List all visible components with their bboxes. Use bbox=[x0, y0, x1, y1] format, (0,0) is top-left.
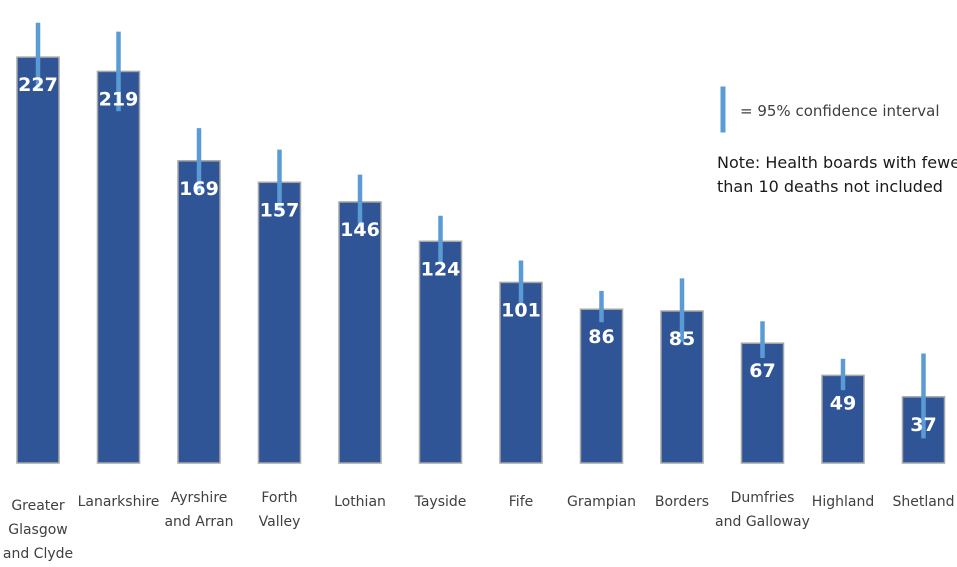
category-label: Highland bbox=[812, 494, 874, 510]
bar bbox=[418, 240, 463, 464]
category-label: Glasgow bbox=[8, 522, 68, 538]
category-label: Dumfries bbox=[731, 490, 795, 506]
bar bbox=[96, 70, 141, 464]
category-label: and Clyde bbox=[3, 546, 73, 562]
note-line-2: than 10 deaths not included bbox=[717, 177, 943, 196]
bar bbox=[660, 310, 704, 464]
data-label: 146 bbox=[340, 219, 380, 241]
category-label: Borders bbox=[655, 494, 709, 510]
category-label: Lothian bbox=[334, 494, 386, 510]
category-label: Tayside bbox=[414, 494, 467, 510]
note: Note: Health boards with fewer than 10 d… bbox=[717, 153, 957, 196]
data-label: 227 bbox=[18, 74, 58, 96]
note-line-1: Note: Health boards with fewer bbox=[717, 153, 957, 172]
category-label: Valley bbox=[259, 514, 301, 530]
category-label: Shetland bbox=[892, 494, 954, 510]
category-label: Lanarkshire bbox=[78, 494, 160, 510]
category-label: Grampian bbox=[567, 494, 636, 510]
legend: = 95% confidence interval bbox=[720, 86, 940, 133]
data-label: 49 bbox=[830, 392, 856, 414]
bar bbox=[579, 308, 624, 464]
bar bbox=[338, 201, 382, 464]
data-label: 85 bbox=[669, 328, 695, 350]
category-labels-layer: Greater Glasgow and Clyde Lanarkshire Ayrshi… bbox=[3, 490, 955, 562]
value-labels-layer: 227 219 169 157 146 124 101 86 85 67 49 37 bbox=[18, 74, 937, 436]
category-label: and Arran bbox=[164, 514, 233, 530]
data-label: 157 bbox=[260, 199, 300, 221]
bar bbox=[257, 181, 302, 464]
category-label: and Galloway bbox=[715, 514, 810, 530]
legend-ci-label: = 95% confidence interval bbox=[740, 102, 940, 120]
bar bbox=[499, 281, 543, 464]
category-label: Greater bbox=[11, 498, 65, 514]
bar bbox=[740, 342, 785, 464]
category-label: Ayrshire bbox=[171, 490, 228, 506]
data-label: 37 bbox=[910, 414, 936, 436]
data-label: 67 bbox=[749, 360, 775, 382]
bar bbox=[177, 160, 221, 464]
data-label: 124 bbox=[421, 258, 461, 280]
bar bbox=[16, 56, 60, 464]
data-label: 101 bbox=[501, 299, 541, 321]
data-label: 86 bbox=[588, 326, 614, 348]
category-label: Fife bbox=[509, 494, 533, 510]
category-label: Forth bbox=[261, 490, 297, 506]
data-label: 219 bbox=[99, 88, 139, 110]
data-label: 169 bbox=[179, 178, 219, 200]
confidence-intervals-layer bbox=[35, 22, 926, 439]
